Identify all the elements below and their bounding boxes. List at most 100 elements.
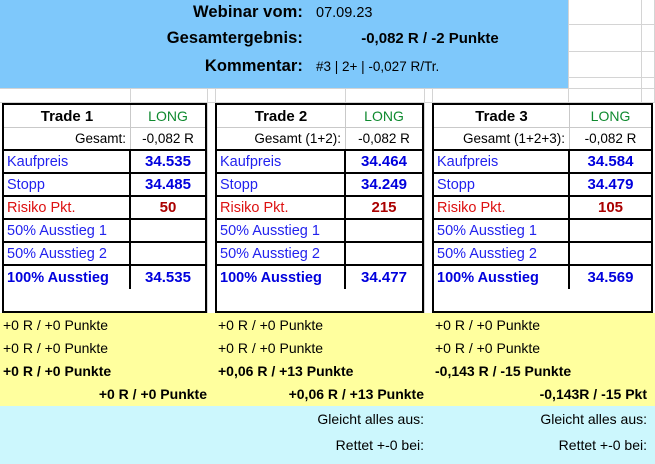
row-value[interactable]: 34.464 xyxy=(361,153,407,170)
header-row-gesamtergebnis: Gesamtergebnis: -0,082 R / -2 Punkte xyxy=(0,25,568,52)
table-row[interactable]: Risiko Pkt. 105 xyxy=(434,197,651,220)
summary-cell-t1: +0 R / +0 Punkte xyxy=(3,339,109,356)
row-value[interactable] xyxy=(570,220,651,241)
row-value[interactable] xyxy=(570,243,651,264)
footer-cell-t3: Rettet +-0 bei: xyxy=(558,437,647,453)
row-label: Kaufpreis xyxy=(434,151,570,172)
row-value[interactable]: 50 xyxy=(159,199,177,216)
table-row[interactable]: Stopp 34.249 xyxy=(217,174,422,197)
row-label: Risiko Pkt. xyxy=(4,197,131,218)
row-label: Kaufpreis xyxy=(217,151,346,172)
row-label: Stopp xyxy=(217,174,346,195)
row-label: 100% Ausstieg xyxy=(217,266,346,289)
webinar-date-label: Webinar vom: xyxy=(193,3,303,21)
row-value[interactable]: 34.485 xyxy=(145,176,191,193)
table-row[interactable]: 50% Ausstieg 2 xyxy=(434,243,651,266)
summary-panel: +0 R / +0 Punkte +0 R / +0 Punkte +0 R /… xyxy=(0,313,655,406)
table-row[interactable]: Kaufpreis 34.464 xyxy=(217,151,422,174)
summary-grand-t1: +0 R / +0 Punkte xyxy=(98,385,207,402)
row-value[interactable]: 34.249 xyxy=(361,176,407,193)
row-label: 50% Ausstieg 2 xyxy=(217,243,346,264)
summary-row: +0 R / +0 Punkte +0,06 R / +13 Punkte -0… xyxy=(0,359,655,382)
row-label: Stopp xyxy=(434,174,570,195)
trade-direction: LONG xyxy=(590,108,631,124)
table-row[interactable]: Risiko Pkt. 215 xyxy=(217,197,422,220)
row-label: Risiko Pkt. xyxy=(217,197,346,218)
row-value[interactable]: 34.535 xyxy=(145,153,191,170)
row-label: Stopp xyxy=(4,174,131,195)
row-value[interactable] xyxy=(346,220,422,241)
footer-cell-t1 xyxy=(0,432,215,458)
row-value[interactable]: 34.535 xyxy=(145,269,191,286)
summary-row: +0 R / +0 Punkte +0 R / +0 Punkte +0 R /… xyxy=(0,336,655,359)
header-row-kommentar: Kommentar: #3 | 2+ | -0,027 R/Tr. xyxy=(0,52,568,80)
footer-cell-t2: Rettet +-0 bei: xyxy=(335,437,424,453)
trade-block-2: Trade 2 LONG Gesamt (1+2): -0,082 R Kauf… xyxy=(215,103,424,313)
row-value[interactable] xyxy=(131,220,205,241)
table-row[interactable]: Stopp 34.485 xyxy=(4,174,205,197)
row-value[interactable]: 34.569 xyxy=(587,269,634,286)
footer-cell-t3: Gleicht alles aus: xyxy=(540,411,647,427)
summary-cell-t2: +0 R / +0 Punkte xyxy=(218,316,324,333)
footer-row: Gleicht alles aus: Gleicht alles aus: xyxy=(0,406,655,432)
row-value[interactable]: 105 xyxy=(597,199,624,216)
row-value[interactable]: 34.477 xyxy=(361,269,407,286)
trade-title-row: Trade 2 LONG xyxy=(217,105,422,128)
table-row[interactable]: Risiko Pkt. 50 xyxy=(4,197,205,220)
trade-block-1: Trade 1 LONG Gesamt: -0,082 R Kaufpreis … xyxy=(2,103,207,313)
table-row[interactable]: 100% Ausstieg 34.569 xyxy=(434,266,651,289)
trade-title: Trade 1 xyxy=(4,105,131,127)
trade-total-value: -0,082 R xyxy=(142,131,194,146)
table-row[interactable]: 50% Ausstieg 2 xyxy=(4,243,205,266)
table-row[interactable]: Kaufpreis 34.535 xyxy=(4,151,205,174)
row-value[interactable]: 34.584 xyxy=(587,153,634,170)
row-label: Risiko Pkt. xyxy=(434,197,570,218)
row-value[interactable]: 34.479 xyxy=(587,176,634,193)
trade-direction: LONG xyxy=(364,108,404,124)
gesamtergebnis-label: Gesamtergebnis: xyxy=(166,29,303,47)
table-row[interactable]: Stopp 34.479 xyxy=(434,174,651,197)
trade-total-row: Gesamt (1+2+3): -0,082 R xyxy=(434,128,651,151)
row-value[interactable] xyxy=(346,243,422,264)
trade-title-row: Trade 3 LONG xyxy=(434,105,651,128)
summary-grand-t2: +0,06 R / +13 Punkte xyxy=(288,385,424,402)
row-label: 50% Ausstieg 2 xyxy=(434,243,570,264)
table-row[interactable]: 50% Ausstieg 1 xyxy=(217,220,422,243)
summary-cell-t1: +0 R / +0 Punkte xyxy=(3,316,109,333)
table-row[interactable]: 100% Ausstieg 34.535 xyxy=(4,266,205,289)
table-row[interactable]: 50% Ausstieg 1 xyxy=(4,220,205,243)
trade-title-row: Trade 1 LONG xyxy=(4,105,205,128)
footer-panel: Gleicht alles aus: Gleicht alles aus: Re… xyxy=(0,406,655,464)
table-row[interactable]: Kaufpreis 34.584 xyxy=(434,151,651,174)
trade-block-3: Trade 3 LONG Gesamt (1+2+3): -0,082 R Ka… xyxy=(432,103,653,313)
table-row[interactable]: 50% Ausstieg 2 xyxy=(217,243,422,266)
row-label: 50% Ausstieg 1 xyxy=(4,220,131,241)
trade-total-label: Gesamt (1+2): xyxy=(217,128,346,149)
trade-title: Trade 3 xyxy=(434,105,570,127)
table-row[interactable]: 100% Ausstieg 34.477 xyxy=(217,266,422,289)
row-label: 100% Ausstieg xyxy=(4,266,131,289)
summary-cell-t3: +0 R / +0 Punkte xyxy=(435,339,541,356)
footer-cell-t2: Gleicht alles aus: xyxy=(317,411,424,427)
footer-cell-t1 xyxy=(0,406,215,432)
webinar-header: Webinar vom: 07.09.23 Gesamtergebnis: -0… xyxy=(0,0,568,88)
kommentar-label: Kommentar: xyxy=(204,56,303,75)
row-label: 50% Ausstieg 2 xyxy=(4,243,131,264)
footer-row: Rettet +-0 bei: Rettet +-0 bei: xyxy=(0,432,655,458)
trade-title: Trade 2 xyxy=(217,105,346,127)
row-value[interactable] xyxy=(131,243,205,264)
row-label: 50% Ausstieg 1 xyxy=(434,220,570,241)
trade-total-label: Gesamt: xyxy=(4,128,131,149)
summary-grand-t3: -0,143R / -15 Pkt xyxy=(539,385,647,402)
row-label: 100% Ausstieg xyxy=(434,266,570,289)
trade-total-row: Gesamt: -0,082 R xyxy=(4,128,205,151)
summary-cell-t2: +0 R / +0 Punkte xyxy=(218,339,324,356)
row-label: Kaufpreis xyxy=(4,151,131,172)
table-row[interactable]: 50% Ausstieg 1 xyxy=(434,220,651,243)
row-value[interactable]: 215 xyxy=(371,199,397,216)
header-row-webinar: Webinar vom: 07.09.23 xyxy=(0,0,568,25)
gesamtergebnis-value: -0,082 R / -2 Punkte xyxy=(361,30,499,47)
webinar-date-value: 07.09.23 xyxy=(316,4,373,21)
trade-total-label: Gesamt (1+2+3): xyxy=(434,128,570,149)
trade-direction: LONG xyxy=(148,108,188,124)
